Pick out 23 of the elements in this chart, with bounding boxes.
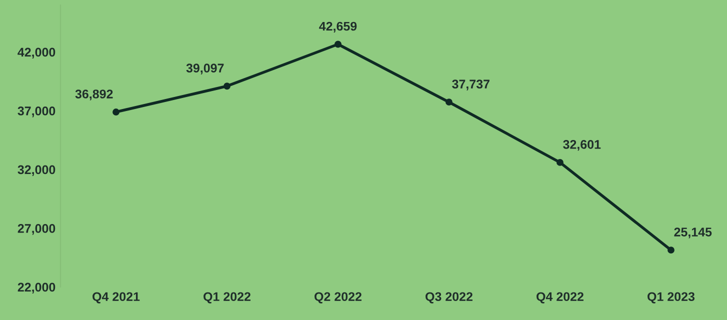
point xyxy=(668,246,674,254)
x-tick-label: Q2 2022 xyxy=(314,292,362,304)
point xyxy=(112,108,120,116)
text: 36,892 xyxy=(75,90,113,100)
text: 25,145 xyxy=(674,228,712,238)
point xyxy=(446,98,452,106)
y-tick-label: 27,000 xyxy=(18,224,56,235)
y-tick-label: 22,000 xyxy=(18,282,56,294)
y-tick-label: 32,000 xyxy=(18,165,56,176)
y-tick-label: 42,000 xyxy=(18,48,56,58)
x-tick-label: Q1 2023 xyxy=(648,292,695,304)
x-tick-label: Q1 2022 xyxy=(204,292,250,304)
x-tick-label: Q4 2021 xyxy=(92,292,140,304)
text: 39,097 xyxy=(186,64,224,74)
x-tick-label: Q3 2022 xyxy=(426,292,472,304)
x-tick-label: Q4 2022 xyxy=(536,292,584,304)
point xyxy=(556,158,564,166)
text: 37,737 xyxy=(452,80,490,90)
y-tick-label: 37,000 xyxy=(18,106,56,118)
text: 42,659 xyxy=(319,22,357,32)
point xyxy=(224,82,230,90)
text: 32,601 xyxy=(563,140,601,151)
point xyxy=(334,40,342,48)
